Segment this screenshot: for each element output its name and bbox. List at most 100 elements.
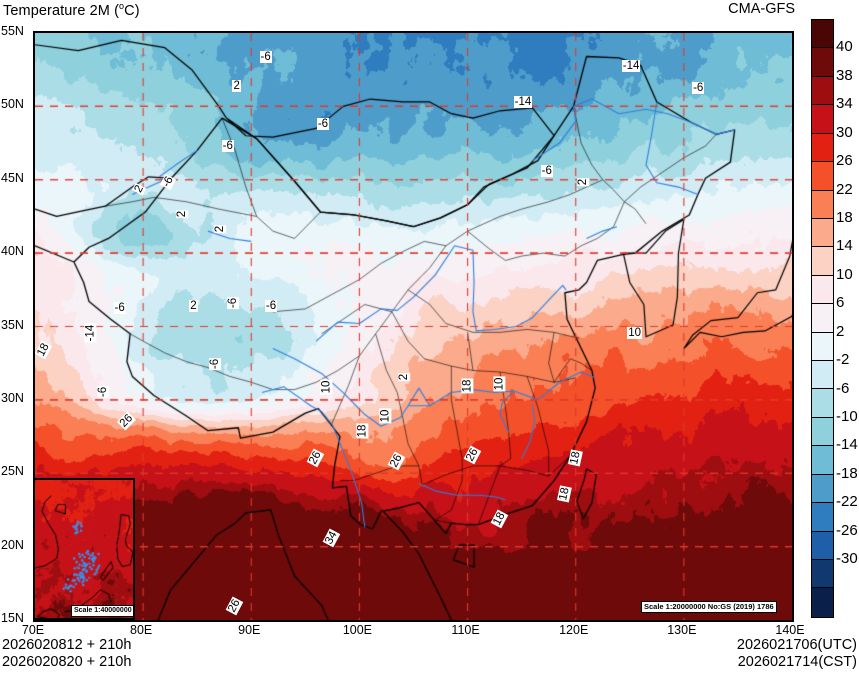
lon-tick-140E: 140E	[775, 623, 805, 637]
colorbar-tick-neg6: -6	[836, 379, 850, 397]
colorbar-band-2	[812, 76, 833, 106]
colorbar-tick-38: 38	[836, 66, 853, 84]
colorbar-band-15	[812, 446, 833, 475]
temperature-field-canvas	[35, 33, 792, 620]
colorbar-tick-neg10: -10	[836, 408, 858, 425]
contour-label: -6	[208, 357, 221, 370]
contour-label: 2	[189, 300, 198, 313]
lon-tick-80E: 80E	[130, 623, 153, 637]
colorbar-band-4	[812, 133, 833, 163]
lon-tick-70E: 70E	[21, 623, 45, 637]
lon-tick-90E: 90E	[238, 623, 261, 637]
lat-tick-15N: 15N	[1, 611, 24, 625]
lon-tick-100E: 100E	[342, 623, 373, 637]
contour-label: 10	[320, 379, 333, 395]
contour-label: 2	[214, 224, 227, 233]
map-panel[interactable]: -6 2 -6 -14 -14 -6 -6 -6 2 2 -6 2 2 -6 2 -6 -6 -14 -6 18 -6 2…	[33, 31, 794, 622]
colorbar-band-7	[812, 218, 833, 248]
colorbar-band-5	[812, 162, 833, 191]
page-title-unit: C)	[124, 2, 140, 19]
page-title-text: Temperature 2M (	[3, 2, 120, 19]
colorbar-tick-30: 30	[836, 123, 853, 141]
contour-label: 2	[176, 209, 189, 219]
contour-label: -6	[540, 165, 553, 178]
colorbar-tick-neg22: -22	[836, 493, 858, 511]
contour-label: -14	[513, 96, 533, 109]
contour-label: 2	[398, 372, 411, 382]
contour-label: 10	[627, 326, 642, 339]
colorbar-band-6	[812, 190, 833, 219]
contour-label: -14	[84, 323, 97, 343]
contour-label: 18	[460, 378, 473, 394]
colorbar-band-20	[812, 588, 833, 617]
model-label: CMA-GFS	[728, 1, 795, 17]
colorbar-tick-14: 14	[836, 237, 853, 255]
colorbar-tick-18: 18	[836, 209, 853, 226]
colorbar-band-3	[812, 105, 833, 134]
contour-label: 10	[379, 409, 392, 424]
contour-label: -6	[316, 118, 330, 131]
colorbar-band-1	[812, 48, 833, 77]
colorbar-band-14	[812, 417, 833, 447]
inset-field-canvas	[35, 480, 133, 618]
contour-label: -6	[113, 301, 126, 314]
footer-init-time-2: 2026020820 + 210h	[2, 654, 132, 670]
colorbar-tick-neg2: -2	[836, 351, 850, 369]
contour-label: 2	[576, 177, 589, 186]
colorbar-band-0	[812, 20, 833, 49]
lat-tick-40N: 40N	[1, 244, 24, 259]
contour-label: -14	[621, 59, 641, 72]
colorbar-tick-22: 22	[836, 180, 853, 198]
inset-map-south-china-sea[interactable]: Scale 1:40000000	[33, 478, 135, 620]
map-scale-label: Scale 1:20000000 No:GS (2019) 1786	[641, 601, 777, 613]
footer-valid-time-cst: 2026021714(CST)	[737, 654, 857, 670]
contour-label: 18	[567, 449, 583, 467]
colorbar-band-10	[812, 304, 833, 333]
contour-label: -6	[264, 300, 278, 313]
colorbar-tick-neg18: -18	[836, 464, 858, 482]
contour-label: 18	[356, 423, 369, 439]
contour-label: -6	[221, 140, 234, 153]
colorbar[interactable]	[811, 19, 834, 618]
colorbar-band-16	[812, 474, 833, 504]
contour-label: -6	[692, 81, 705, 94]
contour-label: -6	[97, 385, 110, 398]
degree-symbol: o	[119, 1, 125, 11]
colorbar-band-17	[812, 503, 833, 532]
colorbar-tick-2: 2	[836, 322, 845, 340]
colorbar-tick-neg30: -30	[836, 550, 858, 568]
contour-label: -6	[259, 50, 272, 63]
colorbar-band-9	[812, 275, 833, 305]
page-title: Temperature 2M (oC)	[3, 1, 140, 19]
footer-init-time-1: 2026020812 + 210h	[2, 637, 132, 653]
colorbar-tick-40: 40	[836, 38, 853, 56]
lat-tick-35N: 35N	[1, 317, 24, 332]
lat-tick-55N: 55N	[1, 24, 24, 38]
lat-tick-20N: 20N	[1, 537, 24, 552]
colorbar-band-8	[812, 247, 833, 276]
inset-scale-label: Scale 1:40000000	[71, 605, 133, 617]
colorbar-tick-34: 34	[836, 95, 853, 113]
colorbar-band-18	[812, 531, 833, 561]
colorbar-band-12	[812, 361, 833, 390]
lat-tick-45N: 45N	[1, 170, 24, 185]
lon-tick-110E: 110E	[451, 623, 480, 637]
colorbar-band-11	[812, 332, 833, 362]
lat-tick-30N: 30N	[1, 390, 24, 405]
contour-label: 2	[232, 80, 241, 93]
colorbar-band-13	[812, 389, 833, 418]
colorbar-tick-neg14: -14	[836, 436, 858, 454]
lon-tick-120E: 120E	[559, 623, 589, 637]
lat-tick-25N: 25N	[1, 464, 24, 479]
colorbar-tick-10: 10	[836, 265, 853, 283]
colorbar-tick-neg26: -26	[836, 521, 858, 539]
footer-valid-time-utc: 2026021706(UTC)	[736, 637, 857, 653]
colorbar-tick-26: 26	[836, 152, 853, 170]
colorbar-band-19	[812, 560, 833, 589]
lat-tick-50N: 50N	[1, 97, 24, 112]
lon-tick-130E: 130E	[667, 623, 697, 637]
colorbar-tick-6: 6	[836, 294, 845, 312]
contour-label: -6	[227, 297, 240, 310]
contour-label: 10	[493, 376, 506, 392]
